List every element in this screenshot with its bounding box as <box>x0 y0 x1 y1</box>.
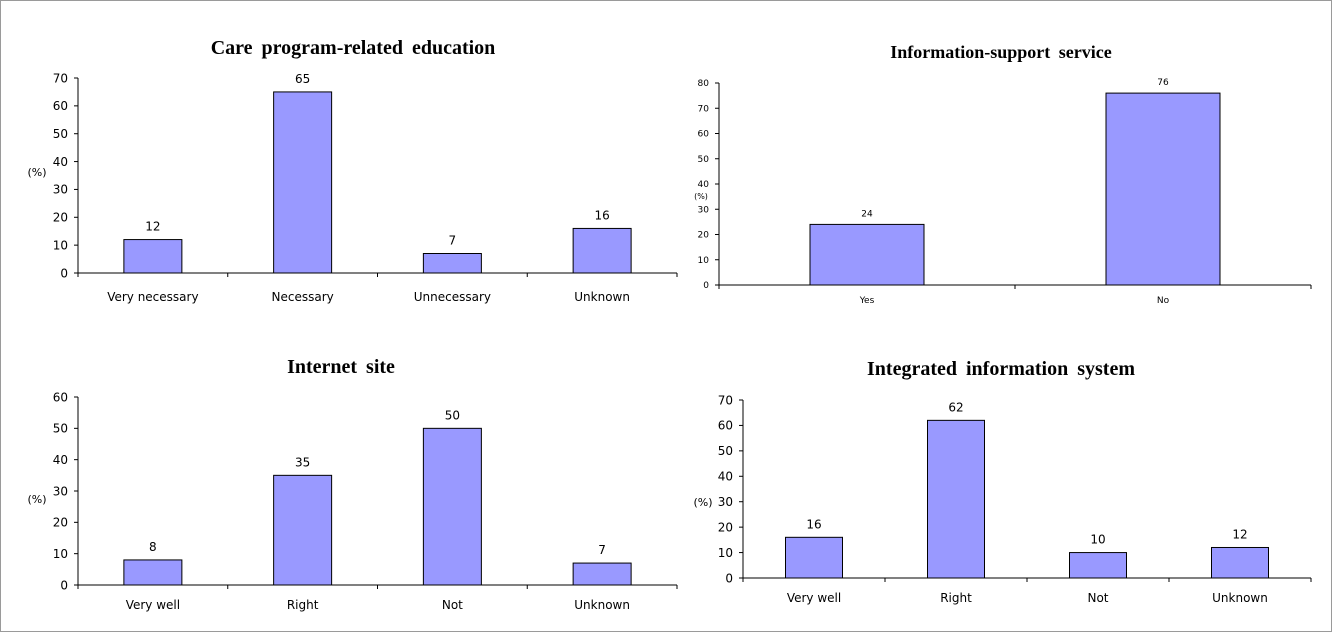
y-tick-label: 20 <box>53 516 68 530</box>
chart-care-education: Care program-related education (%) 0 10 20 30… <box>27 37 678 304</box>
y-tick-label: 80 <box>698 79 710 89</box>
y-tick-label: 30 <box>53 183 68 197</box>
y-axis-unit-label: (%) <box>694 192 708 201</box>
bar-value-label: 35 <box>295 455 310 469</box>
x-category-label: Yes <box>859 296 875 306</box>
x-category-label: Unknown <box>1212 591 1268 605</box>
y-tick-label: 20 <box>718 520 733 534</box>
y-tick-label: 10 <box>53 547 68 561</box>
bar-value-label: 12 <box>145 220 160 234</box>
x-category-label: Unknown <box>574 290 630 304</box>
chart-title: Internet site <box>287 356 395 378</box>
bar-unknown <box>1211 546 1269 579</box>
bar-value-label: 50 <box>445 408 460 422</box>
bar-right <box>927 419 985 579</box>
x-category-label: Not <box>442 598 463 612</box>
x-category-label: Very necessary <box>107 290 198 304</box>
y-tick-label: 60 <box>53 390 68 404</box>
bar-value-label: 7 <box>449 234 457 248</box>
y-tick-label: 60 <box>718 419 733 433</box>
bar-value-label: 16 <box>594 208 609 222</box>
x-category-label: Unnecessary <box>414 290 491 304</box>
y-tick-label: 10 <box>53 238 68 252</box>
y-tick-label: 30 <box>718 495 733 509</box>
bar-value-label: 8 <box>149 540 157 554</box>
y-tick-label: 50 <box>698 155 710 165</box>
y-tick-label: 70 <box>53 71 68 85</box>
y-tick-label: 10 <box>718 546 733 560</box>
y-tick-label: 40 <box>53 155 68 169</box>
bar-value-label: 76 <box>1157 78 1169 88</box>
x-category-label: Right <box>287 598 319 612</box>
bar-unknown <box>572 227 632 274</box>
bar-value-label: 16 <box>806 517 821 531</box>
chart-title: Integrated information system <box>867 358 1135 380</box>
bar-value-label: 10 <box>1090 533 1105 547</box>
bar-not <box>1069 552 1127 579</box>
x-category-label: Very well <box>126 598 180 612</box>
bar-value-label: 65 <box>295 72 310 86</box>
bar-not <box>422 427 482 586</box>
y-tick-label: 50 <box>53 422 68 436</box>
x-category-label: Right <box>940 591 972 605</box>
y-tick-label: 20 <box>698 231 710 241</box>
x-category-label: Not <box>1087 591 1108 605</box>
x-category-label: No <box>1157 296 1170 306</box>
bar-unknown <box>572 562 632 586</box>
y-tick-label: 40 <box>718 470 733 484</box>
y-tick-label: 0 <box>60 578 68 592</box>
bar-unnecessary <box>422 253 482 274</box>
y-tick-label: 0 <box>725 571 733 585</box>
x-category-label: Unknown <box>574 598 630 612</box>
chart-title: Information-support service <box>890 42 1111 62</box>
y-tick-label: 60 <box>698 130 710 140</box>
y-tick-label: 50 <box>718 444 733 458</box>
bar-right <box>273 474 333 586</box>
y-tick-label: 50 <box>53 127 68 141</box>
y-axis-unit-label: (%) <box>693 496 712 509</box>
y-tick-label: 0 <box>703 281 709 291</box>
y-tick-label: 30 <box>698 205 710 215</box>
y-tick-label: 20 <box>53 211 68 225</box>
chart-information-support: Information-support service (%) 0 10 20 30 40 5… <box>694 42 1312 306</box>
y-axis-unit-label: (%) <box>27 493 46 506</box>
bar-no <box>1105 92 1221 286</box>
bar-value-label: 12 <box>1232 527 1247 541</box>
chart-internet-site: Internet site (%) 0 10 20 30 40 50 60 8 Very well 3… <box>27 356 678 612</box>
bar-value-label: 24 <box>861 209 873 219</box>
x-category-label: Necessary <box>272 290 334 304</box>
y-tick-label: 0 <box>60 266 68 280</box>
y-tick-label: 10 <box>698 256 710 266</box>
y-tick-label: 70 <box>698 104 710 114</box>
y-axis-unit-label: (%) <box>27 166 46 179</box>
chart-integrated-system: Integrated information system (%) 0 10 20 30 4… <box>693 358 1312 605</box>
y-tick-label: 60 <box>53 99 68 113</box>
bar-value-label: 7 <box>598 543 606 557</box>
chart-title: Care program-related education <box>211 37 496 59</box>
bar-yes <box>809 223 925 286</box>
bar-very-well <box>123 559 183 586</box>
x-category-label: Very well <box>787 591 841 605</box>
bar-necessary <box>273 91 333 274</box>
bar-value-label: 62 <box>948 400 963 414</box>
y-tick-label: 70 <box>718 393 733 407</box>
y-tick-label: 40 <box>698 180 710 190</box>
bar-very-well <box>785 536 843 579</box>
y-tick-label: 40 <box>53 453 68 467</box>
bar-very-necessary <box>123 239 183 274</box>
y-tick-label: 30 <box>53 484 68 498</box>
